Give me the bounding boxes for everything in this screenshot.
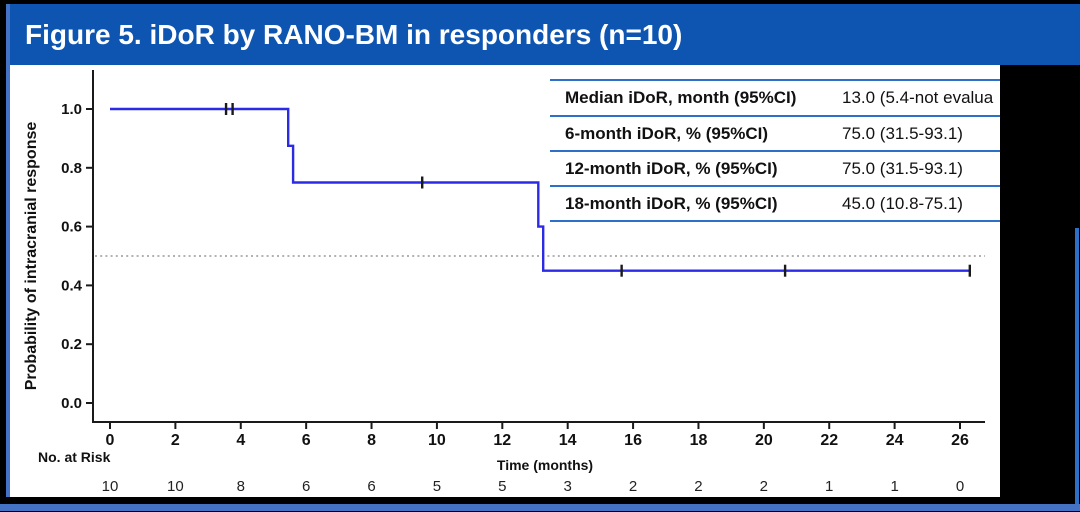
y-axis-title: Probability of intracranial response: [23, 122, 40, 391]
table-divider-line: [550, 185, 1080, 187]
at-risk-count: 6: [367, 478, 375, 495]
stats-row-value: 75.0 (31.5-93.1): [842, 123, 963, 143]
stats-row-label: 6-month iDoR, % (95%CI): [565, 123, 769, 143]
at-risk-count: 6: [302, 478, 310, 495]
x-tick-label: 14: [559, 432, 577, 449]
x-tick-label: 8: [367, 432, 376, 449]
slide-bottom-border: [0, 504, 1080, 511]
y-tick-label: 0.4: [61, 277, 83, 294]
at-risk-count: 5: [498, 478, 506, 495]
y-tick-label: 0.6: [61, 219, 82, 236]
x-axis-title: Time (months): [497, 457, 593, 473]
stats-row-label: 18-month iDoR, % (95%CI): [565, 193, 778, 213]
x-tick-label: 12: [493, 432, 511, 449]
stats-row-value: 45.0 (10.8-75.1): [842, 193, 963, 213]
x-tick-label: 18: [690, 432, 708, 449]
table-divider-line: [550, 115, 1080, 117]
stats-row-value: 75.0 (31.5-93.1): [842, 158, 963, 178]
table-divider-line: [550, 79, 1080, 81]
stats-row: 6-month iDoR, % (95%CI) 75.0 (31.5-93.1): [550, 117, 1000, 150]
x-tick-label: 4: [236, 432, 245, 449]
x-tick-label: 24: [886, 432, 904, 449]
redaction-box: [1000, 65, 1080, 497]
x-tick-label: 22: [820, 432, 838, 449]
no-at-risk-label: No. at Risk: [38, 449, 111, 465]
stats-row: Median iDoR, month (95%CI) 13.0 (5.4-not …: [550, 81, 1000, 115]
table-divider-line: [550, 220, 1080, 222]
y-tick-label: 0.2: [61, 336, 82, 353]
at-risk-count: 10: [167, 478, 184, 495]
at-risk-count: 10: [102, 478, 119, 495]
at-risk-count: 2: [760, 478, 768, 495]
stats-row-label: Median iDoR, month (95%CI): [565, 88, 797, 107]
x-tick-label: 26: [951, 432, 969, 449]
x-tick-label: 10: [428, 432, 446, 449]
slide-left-border: [6, 4, 10, 511]
at-risk-count: 2: [694, 478, 702, 495]
x-tick-label: 16: [624, 432, 642, 449]
slide-right-border: [1075, 228, 1079, 504]
stats-row-label: 12-month iDoR, % (95%CI): [565, 158, 778, 178]
x-tick-label: 6: [302, 432, 311, 449]
y-tick-label: 1.0: [61, 101, 82, 118]
at-risk-count: 1: [825, 478, 833, 495]
at-risk-count: 1: [890, 478, 898, 495]
stats-row-value: 13.0 (5.4-not evalua: [842, 88, 994, 107]
stats-row: 12-month iDoR, % (95%CI) 75.0 (31.5-93.1): [550, 152, 1000, 185]
title-bar: Figure 5. iDoR by RANO-BM in responders …: [7, 4, 1080, 65]
table-divider-line: [550, 150, 1080, 152]
at-risk-count: 8: [237, 478, 245, 495]
slide-bottom-black-strip: [0, 497, 1080, 504]
x-tick-label: 20: [755, 432, 773, 449]
km-curve: [110, 107, 970, 272]
y-tick-label: 0.8: [61, 160, 82, 177]
at-risk-count: 2: [629, 478, 637, 495]
at-risk-count: 5: [433, 478, 441, 495]
x-tick-label: 0: [106, 432, 115, 449]
stats-row: 18-month iDoR, % (95%CI) 45.0 (10.8-75.1): [550, 187, 1000, 220]
y-tick-label: 0.0: [61, 395, 82, 412]
at-risk-count: 0: [956, 478, 964, 495]
figure-title: Figure 5. iDoR by RANO-BM in responders …: [25, 18, 683, 50]
x-tick-label: 2: [171, 432, 180, 449]
at-risk-count: 3: [564, 478, 572, 495]
